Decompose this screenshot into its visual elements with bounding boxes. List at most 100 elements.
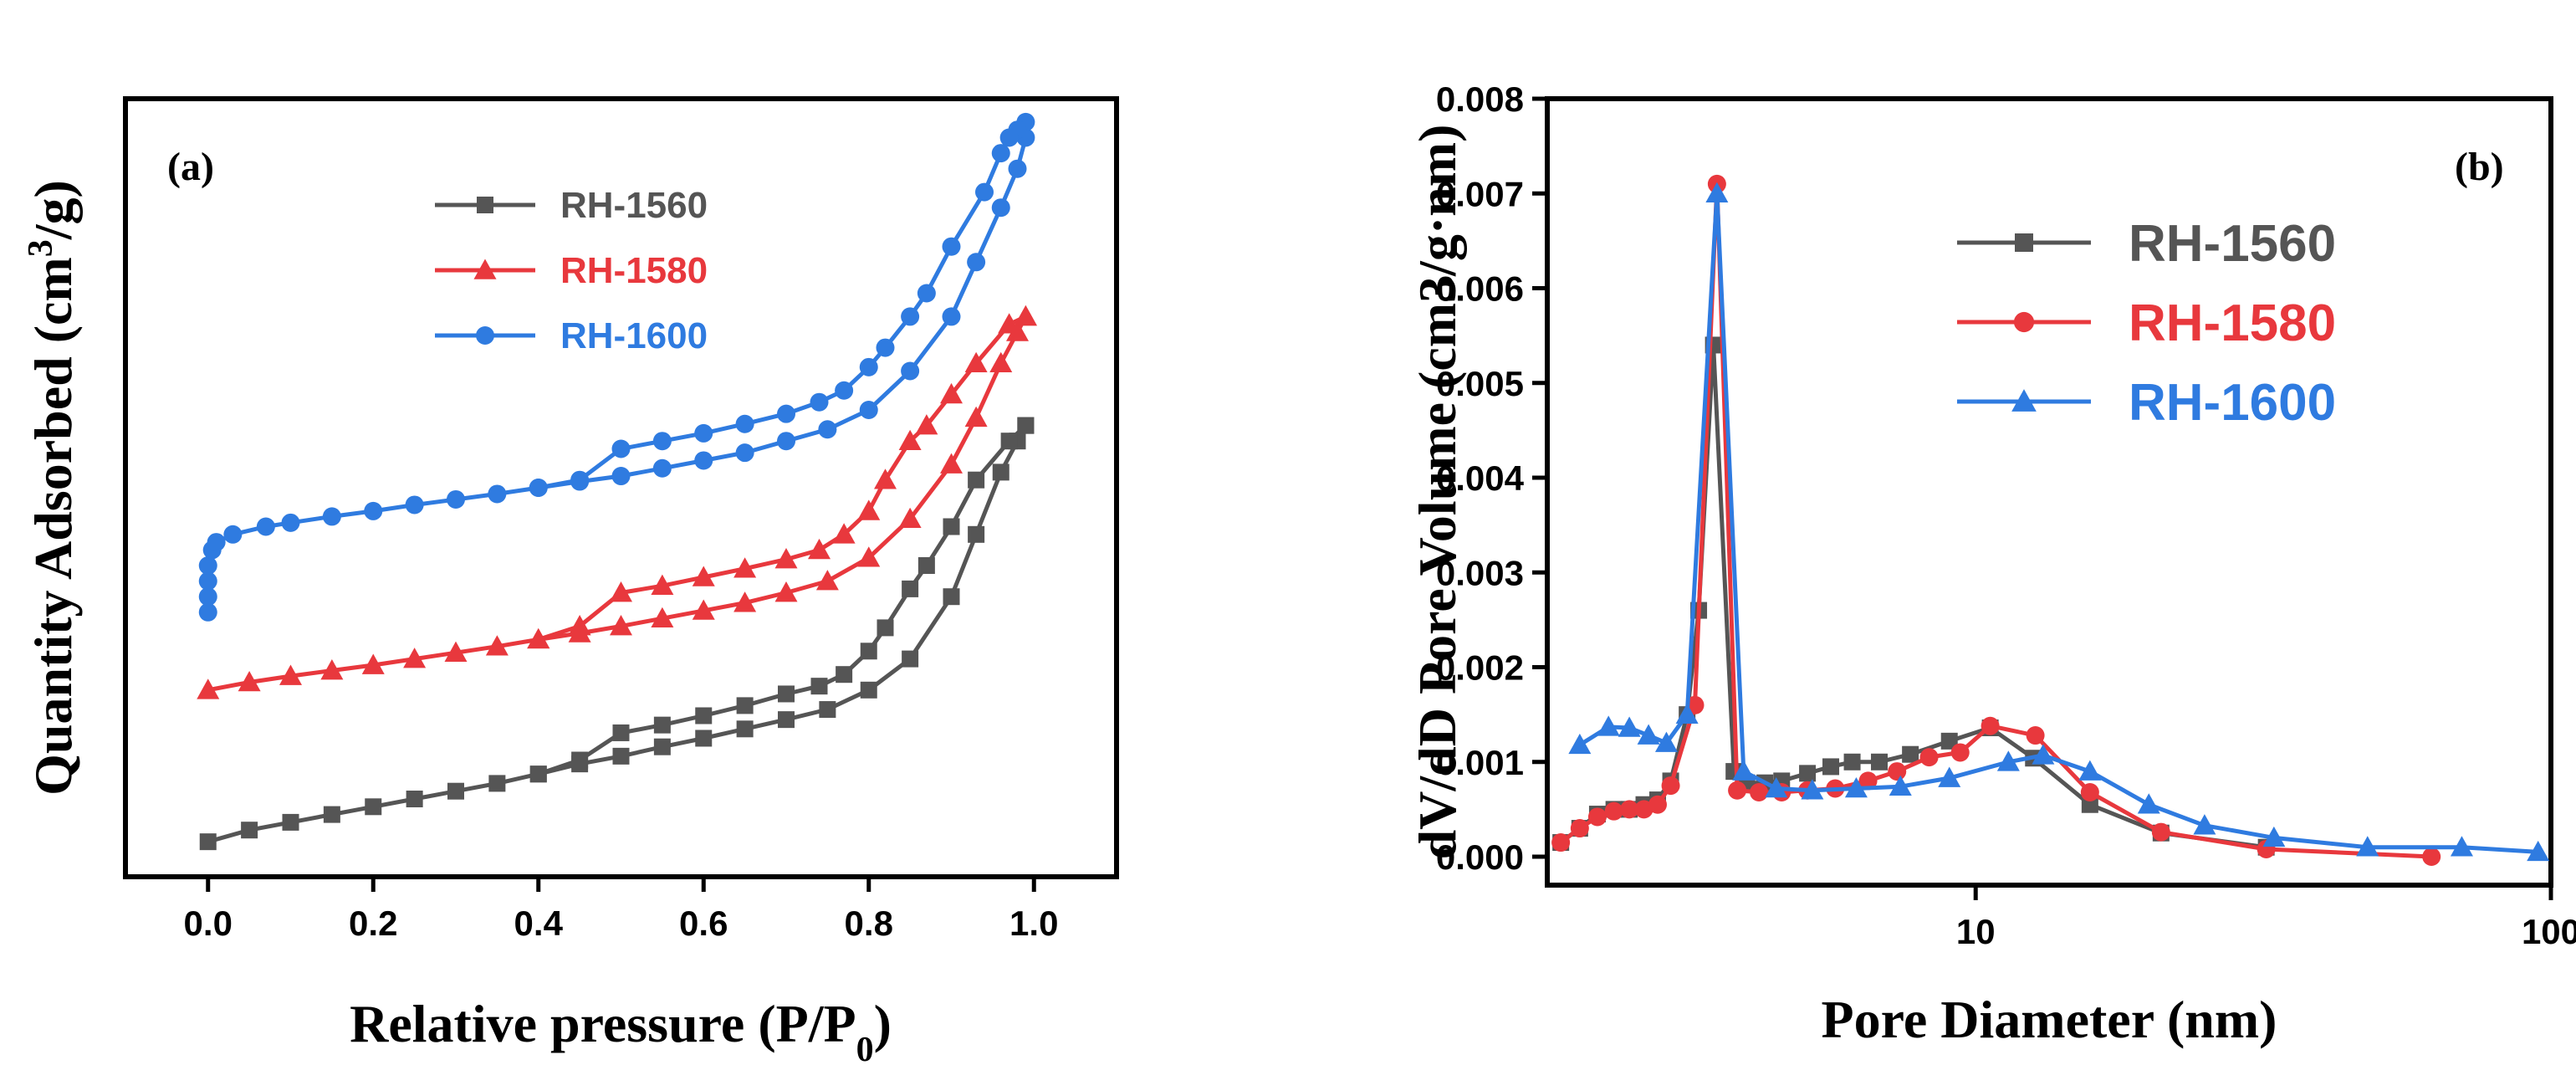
data-point	[2137, 793, 2160, 814]
data-point	[197, 678, 220, 699]
data-point	[975, 182, 994, 202]
data-point	[571, 751, 589, 769]
data-point	[836, 666, 853, 684]
data-point	[859, 401, 878, 419]
data-point	[967, 253, 986, 272]
data-point	[777, 432, 795, 451]
data-point	[1728, 781, 1747, 800]
data-point	[1950, 743, 1970, 762]
panel-b-frame	[1545, 96, 2553, 888]
data-point	[322, 507, 341, 526]
legend-marker	[473, 259, 497, 279]
legend-marker	[2011, 389, 2037, 412]
data-point	[1705, 182, 1729, 203]
data-point	[485, 635, 509, 656]
panel-a-label: (a)	[167, 145, 214, 189]
data-point	[943, 518, 960, 535]
data-point	[2450, 836, 2473, 857]
data-point	[1637, 724, 1660, 745]
y-tick-label: 0.004	[1436, 458, 1525, 498]
data-point	[942, 307, 961, 326]
panel-b-label: (b)	[2455, 145, 2504, 189]
data-point	[2080, 783, 2099, 802]
data-point	[365, 798, 382, 816]
panel-a-x-ticks: 0.0 0.2 0.4 0.6 0.8 1.0	[184, 877, 1058, 943]
y-tick-label: 0.001	[1436, 743, 1524, 782]
data-point	[968, 525, 985, 543]
data-point	[1017, 417, 1035, 434]
data-point	[403, 648, 427, 668]
panel-b: 0.000 0.001 0.002 0.003 0.004 0.005 0.006 0.007…	[1408, 79, 2576, 1049]
data-point	[1648, 795, 1667, 814]
x-tick-label: 0.0	[184, 904, 233, 943]
y-tick-label: 0.007	[1436, 174, 1524, 213]
data-point	[964, 406, 988, 428]
data-point	[444, 641, 468, 662]
data-point	[1981, 716, 2000, 735]
y-tick-label: 0.006	[1436, 269, 1524, 309]
data-point	[902, 650, 919, 668]
data-point	[733, 591, 757, 612]
data-point	[199, 833, 217, 851]
data-point	[1843, 753, 1861, 771]
panel-b-legend: RH-1560 RH-1580 RH-1600	[1957, 215, 2336, 432]
data-point	[447, 782, 464, 800]
data-point	[898, 429, 922, 450]
data-point	[223, 525, 243, 544]
data-point	[1919, 748, 1939, 767]
data-point	[1765, 776, 1788, 798]
data-point	[611, 439, 631, 458]
data-point	[1570, 819, 1589, 838]
data-point	[2356, 836, 2379, 857]
panel-a: 0.0 0.2 0.4 0.6 0.8 1.0 (a) RH-1560RH-1580RH-…	[22, 96, 1119, 1065]
legend-label: RH-1580	[560, 250, 708, 291]
data-point	[1604, 801, 1623, 821]
data-point	[832, 523, 856, 544]
data-point	[733, 557, 757, 578]
data-point	[692, 599, 715, 620]
data-point	[1940, 732, 1958, 750]
data-point	[736, 697, 754, 714]
data-point	[695, 707, 713, 725]
data-point	[1902, 745, 1919, 763]
data-point	[901, 307, 920, 326]
data-point	[361, 653, 385, 674]
data-point	[527, 627, 550, 649]
data-point	[568, 615, 591, 636]
data-point	[1822, 758, 1840, 776]
legend-label: RH-1560	[2129, 215, 2336, 273]
data-point	[610, 581, 632, 602]
data-point	[2193, 814, 2216, 835]
panel-a-series	[197, 112, 1037, 851]
data-point	[874, 468, 897, 489]
data-point	[998, 313, 1021, 334]
data-point	[198, 602, 217, 622]
data-point	[735, 443, 754, 463]
data-point	[1801, 779, 1824, 800]
data-point	[902, 580, 919, 597]
data-point	[198, 571, 217, 591]
data-point	[207, 533, 226, 552]
data-point	[991, 198, 1010, 218]
data-point	[2032, 744, 2055, 765]
data-point	[1568, 733, 1592, 755]
data-point	[860, 681, 877, 699]
data-point	[1587, 807, 1607, 827]
data-point	[2078, 760, 2102, 781]
y-tick-label: 0.008	[1436, 79, 1524, 119]
legend-label: RH-1580	[2129, 294, 2336, 352]
data-point	[529, 479, 548, 497]
data-point	[774, 581, 798, 602]
data-point	[323, 806, 340, 823]
data-point	[256, 517, 275, 536]
data-point	[915, 414, 938, 435]
data-point	[695, 730, 713, 747]
data-point	[999, 128, 1019, 147]
data-point	[694, 451, 713, 470]
legend-marker	[2015, 233, 2033, 252]
y-tick-label: 0.002	[1436, 648, 1524, 688]
data-point	[818, 420, 837, 439]
data-point	[942, 237, 961, 256]
series-line-RH-1600	[1578, 193, 2538, 854]
